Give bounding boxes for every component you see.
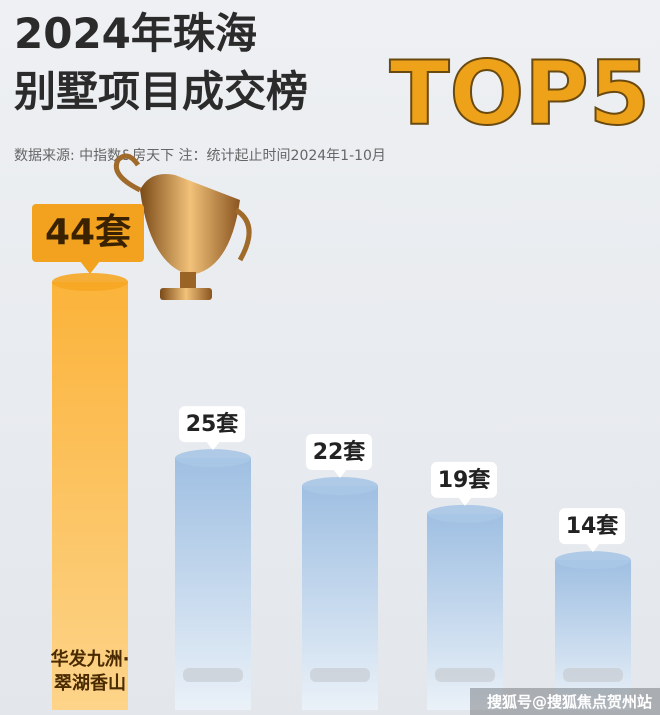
value-pointer bbox=[458, 496, 472, 506]
title: 2024年珠海 bbox=[14, 9, 257, 58]
value-pointer bbox=[586, 543, 600, 553]
value-label: 22套 bbox=[313, 439, 366, 465]
value-box bbox=[32, 204, 144, 262]
value-box bbox=[306, 434, 372, 470]
bar-top bbox=[555, 551, 631, 570]
bar-top bbox=[52, 273, 128, 291]
value-box bbox=[559, 508, 625, 545]
value-box bbox=[431, 461, 497, 498]
value-pointer bbox=[333, 469, 347, 478]
value-label: 44套 bbox=[45, 212, 131, 253]
blurred-label bbox=[435, 668, 495, 682]
bar-top bbox=[175, 449, 251, 468]
value-pointer bbox=[206, 441, 220, 451]
value-label: 19套 bbox=[438, 467, 491, 493]
blurred-label bbox=[310, 668, 370, 682]
blurred-label bbox=[183, 668, 243, 682]
bar bbox=[52, 282, 128, 710]
value-label: 14套 bbox=[566, 513, 619, 539]
value-label: 25套 bbox=[186, 411, 239, 437]
subtitle: 数据来源: 中指数&房天下 注：统计起止时间2024年1-10月 bbox=[14, 148, 386, 164]
bar-top bbox=[427, 504, 503, 523]
watermark: 搜狐号@搜狐焦点贺州站 bbox=[487, 693, 652, 711]
value-box bbox=[179, 406, 245, 443]
value-pointer bbox=[80, 261, 100, 274]
title-line2: 别墅项目成交榜 bbox=[14, 67, 308, 116]
bar bbox=[555, 560, 631, 710]
title-badge: TOP5 bbox=[389, 42, 650, 145]
watermark-bg bbox=[470, 688, 660, 715]
category-label: 华发九洲·翠湖香山 bbox=[50, 649, 130, 694]
trophy bbox=[113, 153, 252, 300]
bar-top bbox=[302, 477, 378, 495]
blurred-label bbox=[563, 668, 623, 682]
